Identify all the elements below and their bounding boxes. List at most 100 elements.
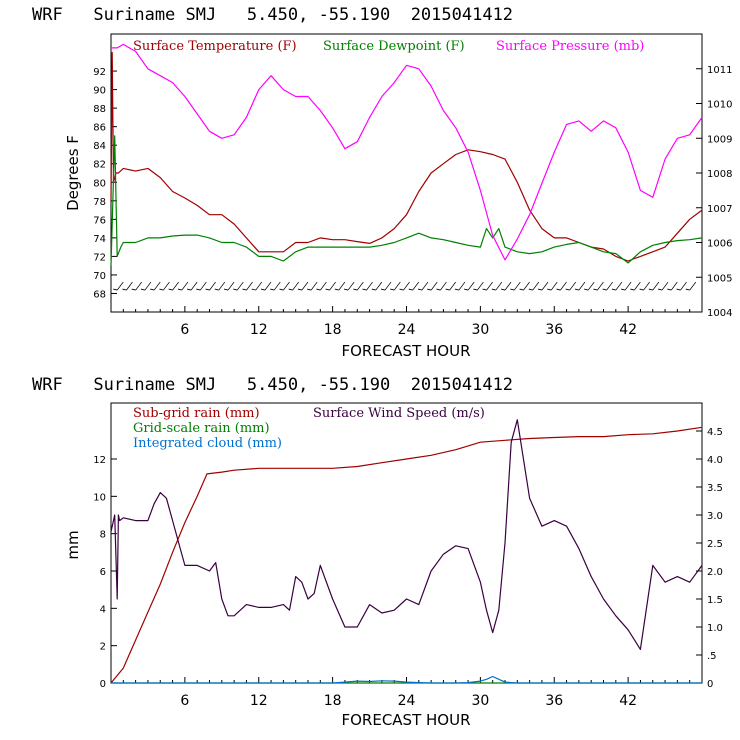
- y-tick-label: 74: [93, 234, 106, 245]
- wind-barb-flag: [260, 288, 266, 291]
- wind-barb-flag: [307, 288, 312, 291]
- y2-tick-label: 1008: [707, 169, 732, 180]
- y-tick-label: 8: [100, 530, 106, 541]
- wind-barb: [255, 281, 263, 291]
- wind-barb-flag: [343, 288, 349, 291]
- wind-barb: [615, 281, 623, 291]
- x-tick-label: 30: [471, 322, 489, 338]
- wind-barb-flag: [602, 288, 607, 291]
- y2-tick-label: 1.5: [707, 595, 723, 606]
- y-tick-label: 70: [93, 271, 106, 282]
- wind-barb: [320, 281, 327, 291]
- wind-barb-flag: [537, 288, 543, 291]
- y-tick-label: 80: [93, 178, 106, 189]
- wind-barb-flag: [611, 288, 616, 291]
- wind-barb: [421, 281, 429, 291]
- y2-tick-label: 1005: [707, 273, 732, 284]
- wind-barb: [606, 281, 613, 291]
- wind-barb: [560, 281, 567, 291]
- x-tick-label: 12: [250, 322, 268, 338]
- wind-barb-flag: [279, 288, 284, 291]
- wind-barb-flag: [473, 288, 478, 291]
- wind-barb: [273, 281, 281, 291]
- wind-barb-flag: [639, 288, 644, 291]
- wind-barb-flag: [685, 288, 690, 291]
- wind-barb: [458, 281, 466, 291]
- y-tick-label: 84: [93, 141, 106, 152]
- wind-barb-flag: [334, 288, 339, 291]
- y2-tick-label: 3.5: [707, 483, 723, 494]
- chart1-title: WRF Suriname SMJ 5.450, -55.190 20150414…: [32, 5, 513, 25]
- legend-surface-temperature: Surface Temperature (F): [133, 39, 297, 54]
- wind-barb-flag: [676, 288, 681, 291]
- y2-tick-label: 4.5: [707, 427, 723, 438]
- chart1-y-axis-label: Degrees F: [64, 135, 82, 211]
- y-tick-label: 92: [93, 67, 106, 78]
- legend-surface-pressure: Surface Pressure (mb): [496, 39, 644, 54]
- y-tick-label: 0: [100, 679, 106, 690]
- wind-barb-flag: [417, 288, 423, 291]
- wind-barb: [689, 281, 697, 291]
- series-line-3: [110, 419, 703, 651]
- series-line-1: [110, 135, 703, 266]
- legend-surface-wind-speed: Surface Wind Speed (m/s): [313, 406, 485, 421]
- wind-barb: [347, 281, 355, 291]
- wind-barb: [440, 281, 447, 291]
- y-tick-label: 72: [93, 252, 106, 263]
- y2-tick-label: 2.5: [707, 539, 723, 550]
- chart1-legend: Surface Temperature (F) Surface Dewpoint…: [133, 39, 644, 54]
- y-tick-label: 10: [93, 492, 106, 503]
- y2-tick-label: .5: [707, 651, 717, 662]
- wind-barb-flag: [325, 288, 330, 291]
- wind-barb: [116, 281, 124, 291]
- y2-tick-label: 1011: [707, 65, 732, 76]
- wind-barb: [264, 281, 272, 291]
- wind-barb: [680, 281, 687, 291]
- wind-barb-flag: [648, 288, 653, 291]
- chart1-x-axis-label: FORECAST HOUR: [341, 342, 470, 360]
- wind-barb: [126, 281, 133, 291]
- wind-barb-flag: [140, 288, 146, 291]
- x-tick-label: 18: [324, 693, 342, 709]
- wind-barb: [375, 281, 383, 291]
- y2-tick-label: 1.0: [707, 623, 723, 634]
- wind-barb-flag: [408, 288, 413, 291]
- series-line-2: [111, 675, 702, 684]
- wind-barb-flag: [380, 288, 386, 291]
- y2-tick-label: 2.0: [707, 567, 723, 578]
- wind-barb: [283, 281, 290, 291]
- series-line-0: [110, 51, 703, 262]
- wind-barb-flag: [150, 288, 155, 291]
- wind-barb: [218, 281, 226, 291]
- wind-barb-flag: [565, 288, 570, 291]
- y-tick-label: 82: [93, 160, 106, 171]
- y2-tick-label: 4.0: [707, 455, 723, 466]
- y-tick-label: 2: [100, 642, 106, 653]
- wind-barb: [403, 281, 410, 291]
- wind-barb-flag: [297, 288, 303, 291]
- wind-barb: [200, 281, 207, 291]
- y-tick-label: 90: [93, 86, 106, 97]
- wind-barb: [310, 281, 318, 291]
- wind-barb-flag: [445, 288, 450, 291]
- wind-barb: [181, 281, 189, 291]
- wind-barb: [135, 281, 143, 291]
- wind-barb-flag: [399, 288, 404, 291]
- wind-barb: [209, 281, 216, 291]
- wind-barb-flag: [205, 288, 210, 291]
- wind-barb: [467, 281, 475, 291]
- x-tick-label: 24: [398, 322, 416, 338]
- chart2-y-axis-label: mm: [64, 530, 82, 559]
- wind-barb-flag: [233, 288, 238, 291]
- y-tick-label: 86: [93, 123, 106, 134]
- wind-barb-flag: [528, 288, 533, 291]
- wind-barb-flag: [574, 288, 580, 291]
- y-tick-label: 12: [93, 455, 106, 466]
- wind-barb-flag: [242, 288, 247, 291]
- wind-barb-flag: [187, 288, 192, 291]
- y2-tick-label: 1010: [707, 100, 732, 111]
- x-tick-label: 36: [545, 693, 563, 709]
- wind-barb: [246, 281, 253, 291]
- x-tick-label: 36: [545, 322, 563, 338]
